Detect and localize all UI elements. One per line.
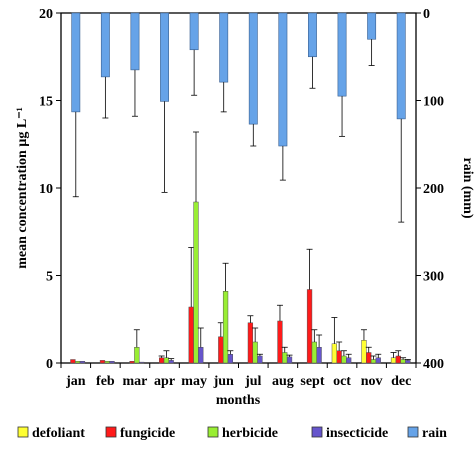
y-right-tick-label-300: 300: [423, 270, 444, 285]
legend-label-herbicide: herbicide: [222, 426, 278, 441]
herbicide-bar-jul: [252, 341, 258, 364]
x-tick-label-sept: sept: [300, 374, 324, 389]
x-tick-label-jul: jul: [244, 374, 261, 389]
herbicide-bar-apr: [163, 357, 170, 364]
insecticide-bar-jun: [227, 354, 233, 364]
fungicide-bar-jul: [247, 322, 254, 364]
fungicide-bar-may: [188, 306, 194, 364]
y-left-tick-label-5: 5: [46, 270, 53, 285]
x-tick-label-jun: jun: [213, 374, 234, 389]
defoliant-bar-dec: [390, 357, 397, 364]
defoliant-bar-oct: [331, 343, 338, 364]
rain-bar-nov: [367, 12, 377, 40]
y-left-tick-label-20: 20: [39, 7, 53, 22]
y-left-tick-label-10: 10: [39, 182, 53, 197]
insecticide-bar-sept: [316, 347, 322, 364]
fungicide-bar-aug: [277, 320, 283, 364]
fungicide-bar-nov: [366, 352, 372, 364]
rain-bar-mar: [130, 12, 140, 71]
rain-bar-may: [189, 12, 199, 51]
x-tick-label-dec: dec: [391, 374, 411, 389]
defoliant-bar-nov: [361, 340, 367, 364]
y-right-tick-label-400: 400: [423, 357, 444, 372]
rain-bar-jan: [71, 12, 81, 113]
insecticide-bar-jul: [257, 355, 263, 364]
plot-frame: [60, 12, 417, 364]
legend-label-insecticide: insecticide: [326, 426, 388, 441]
bars-layer: [70, 12, 411, 364]
herbicide-bar-mar: [134, 347, 140, 364]
herbicide-bar-dec: [400, 359, 406, 364]
x-tick-label-apr: apr: [154, 374, 175, 389]
fungicide-bar-jan: [70, 359, 76, 364]
herbicide-bar-sept: [311, 341, 317, 364]
insecticide-bar-feb: [109, 361, 115, 364]
x-tick-label-mar: mar: [123, 374, 148, 389]
insecticide-bar-aug: [286, 356, 293, 364]
herbicide-bar-feb: [104, 361, 110, 364]
insecticide-bar-mar: [138, 361, 145, 364]
fungicide-bar-oct: [336, 350, 342, 364]
insecticide-bar-oct: [346, 357, 352, 364]
herbicide-bar-nov: [370, 359, 377, 364]
x-tick-label-feb: feb: [96, 374, 115, 389]
insecticide-bar-dec: [405, 360, 411, 364]
x-tick-label-oct: oct: [333, 374, 351, 389]
x-tick-label-jan: jan: [65, 374, 86, 389]
herbicide-bar-jan: [75, 361, 81, 364]
y-right-tick-label-100: 100: [423, 95, 444, 110]
x-axis-title: months: [216, 393, 261, 408]
insecticide-bar-jan: [79, 361, 86, 364]
herbicide-bar-jun: [222, 291, 229, 364]
legend-swatch-rain: [407, 426, 419, 438]
rain-bar-apr: [160, 12, 169, 102]
rain-bar-oct: [337, 12, 347, 97]
rain-bar-sept: [308, 12, 317, 58]
x-tick-label-nov: nov: [361, 374, 383, 389]
legend-swatch-defoliant: [17, 426, 29, 438]
insecticide-bar-nov: [375, 357, 381, 364]
y-left-tick-label-15: 15: [39, 95, 53, 110]
rain-bar-jun: [219, 12, 229, 83]
legend-swatch-herbicide: [207, 426, 219, 438]
herbicide-bar-aug: [282, 352, 288, 364]
insecticide-bar-apr: [168, 360, 174, 364]
legend: defoliant fungicide herbicide insecticide ra…: [17, 426, 447, 441]
legend-swatch-fungicide: [105, 426, 117, 438]
rain-bar-aug: [278, 12, 288, 147]
fungicide-bar-jun: [218, 336, 224, 364]
y-left-tick-label-0: 0: [46, 357, 53, 372]
x-tick-label-may: may: [181, 374, 207, 389]
rain-bar-feb: [100, 12, 110, 78]
legend-label-defoliant: defoliant: [32, 426, 85, 441]
fungicide-bar-dec: [395, 355, 401, 364]
fungicide-bar-mar: [129, 361, 135, 364]
legend-label-fungicide: fungicide: [120, 426, 175, 441]
y-axis-title-right: rain (mm): [460, 157, 474, 218]
legend-swatch-insecticide: [311, 426, 323, 438]
y-right-tick-label-200: 200: [423, 182, 444, 197]
insecticide-bar-may: [198, 347, 204, 364]
x-tick-label-aug: aug: [272, 374, 294, 389]
fungicide-bar-feb: [99, 360, 106, 364]
rain-bar-jul: [248, 12, 258, 125]
y-axis-title-left: mean concentration µg L⁻¹: [15, 107, 30, 269]
herbicide-bar-may: [193, 201, 199, 364]
herbicide-bar-oct: [341, 355, 347, 364]
rain-bar-dec: [396, 12, 406, 120]
y-right-tick-label-0: 0: [423, 7, 430, 22]
legend-label-rain: rain: [422, 426, 447, 441]
fungicide-bar-sept: [306, 289, 313, 364]
fungicide-bar-apr: [159, 357, 165, 364]
